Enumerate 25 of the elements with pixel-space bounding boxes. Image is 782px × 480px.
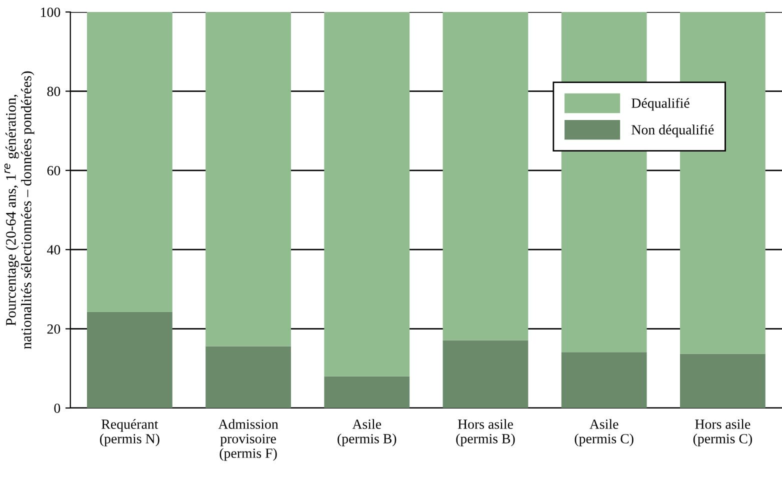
y-tick-label: 20 [47, 324, 60, 334]
x-tick-label: Hors asile (permis C) [693, 419, 752, 446]
bar [442, 340, 528, 408]
y-axis-title: Pourcentage (20-64 ans, 1$^{re}$ génération, nationalités sélectionnées – données pondérées) [4, 71, 34, 349]
bar [86, 12, 172, 312]
y-tick-label: 60 [47, 166, 60, 176]
bar [206, 12, 291, 346]
bar [86, 312, 172, 408]
y-tick-label: 40 [47, 245, 60, 255]
x-tick-label: Admission provisoire (permis F) [218, 419, 278, 461]
y-tick-label: 80 [47, 86, 60, 96]
x-tick-label: Requérant (permis N) [100, 419, 160, 446]
bar [206, 346, 291, 408]
legend-label: Déqualifié [632, 98, 690, 111]
x-tick-label: Asile (permis C) [574, 419, 634, 446]
y-tick-label: 100 [41, 8, 60, 17]
x-tick-label: Asile (permis B) [338, 419, 396, 446]
bar [324, 376, 410, 408]
legend-label: Non déqualifié [632, 124, 714, 138]
bar [680, 354, 766, 408]
bar [442, 12, 528, 340]
x-tick-label: Hors asile (permis B) [456, 419, 515, 446]
bar [561, 352, 647, 408]
y-tick-label: 0 [54, 404, 60, 413]
bar [324, 12, 410, 376]
